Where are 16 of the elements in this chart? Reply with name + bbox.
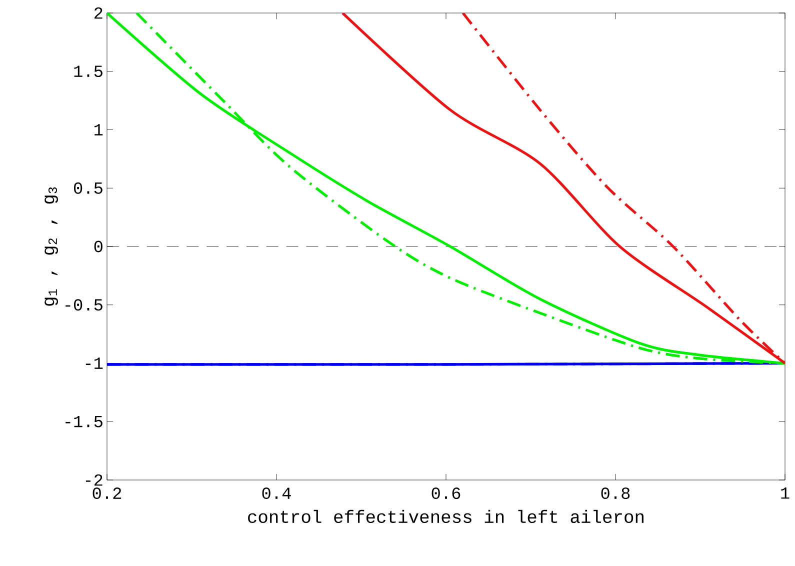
y-tick-label: 0 — [94, 240, 102, 252]
y-tick-label: -0.5 — [66, 299, 102, 311]
y-tick-label: -1 — [86, 358, 103, 369]
x-tick-label: 0.8 — [601, 488, 630, 500]
x-tick-label: 0.2 — [92, 488, 122, 500]
x-tick-label: 0.4 — [262, 488, 291, 500]
y-tick-label: 1 — [94, 124, 103, 136]
y-axis-title: g$_{1}$ , g$_{2}$ , g$_{3}$ — [44, 187, 58, 306]
y-tick-label: -1.5 — [66, 416, 102, 428]
y-tick-label: 1.5 — [74, 66, 102, 78]
x-tick-label: 1 — [781, 488, 790, 499]
y-tick-label: 0.5 — [74, 182, 102, 194]
y-tick-label: 2 — [94, 7, 102, 19]
x-axis-title: control effectiveness in left aileron — [248, 510, 644, 524]
x-tick-label: 0.6 — [432, 488, 460, 500]
y-tick-label: -2 — [86, 474, 102, 486]
